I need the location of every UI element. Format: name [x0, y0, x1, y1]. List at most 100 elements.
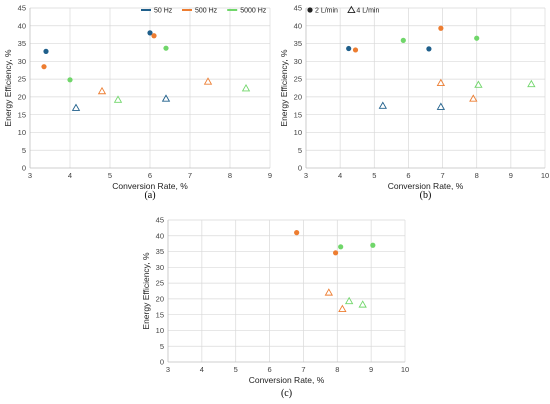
data-point-circle — [332, 250, 339, 256]
data-point-triangle — [338, 304, 347, 312]
x-tick-label: 4 — [200, 365, 204, 374]
data-point-triangle — [474, 80, 483, 88]
panel-caption: (c) — [281, 388, 292, 399]
y-tick-label: 5 — [22, 146, 26, 155]
x-tick-label: 8 — [228, 171, 232, 180]
data-point-circle — [346, 45, 352, 52]
data-point-triangle — [358, 300, 367, 308]
y-tick-label: 40 — [18, 21, 26, 30]
data-point-triangle — [241, 84, 251, 92]
legend-swatch — [307, 7, 313, 13]
y-tick-label: 30 — [294, 57, 302, 66]
x-tick-label: 4 — [68, 171, 72, 180]
x-tick-label: 7 — [301, 365, 305, 374]
data-point-circle — [151, 33, 157, 39]
y-tick-label: 25 — [294, 75, 302, 84]
data-point-triangle — [71, 103, 81, 111]
x-tick-label: 3 — [304, 171, 308, 180]
y-tick-label: 40 — [294, 21, 302, 30]
data-point-triangle — [344, 296, 354, 305]
x-tick-label: 5 — [108, 171, 112, 180]
x-tick-label: 9 — [369, 365, 373, 374]
y-tick-label: 15 — [294, 110, 302, 119]
y-axis-title: Energy Efficiency, % — [3, 49, 13, 127]
y-tick-label: 0 — [160, 358, 164, 367]
legend-label: 500 Hz — [195, 8, 218, 15]
y-tick-label: 10 — [294, 128, 302, 137]
y-tick-label: 5 — [298, 146, 302, 155]
y-tick-label: 35 — [18, 39, 26, 48]
data-point-triangle — [113, 95, 123, 103]
data-point-circle — [370, 242, 376, 248]
y-tick-label: 45 — [156, 216, 164, 225]
data-point-triangle — [97, 86, 107, 95]
data-point-circle — [147, 30, 153, 36]
y-tick-label: 45 — [294, 4, 302, 13]
data-point-triangle — [324, 288, 333, 296]
y-tick-label: 20 — [18, 92, 26, 101]
data-point-circle — [438, 25, 444, 31]
y-tick-label: 20 — [156, 294, 164, 303]
legend-swatch — [347, 5, 356, 14]
y-tick-label: 5 — [160, 342, 164, 351]
y-tick-label: 40 — [156, 231, 164, 240]
x-tick-label: 9 — [268, 171, 272, 180]
x-tick-label: 8 — [335, 365, 339, 374]
y-tick-label: 35 — [156, 247, 164, 256]
y-axis-title: Energy Efficiency, % — [279, 49, 289, 127]
x-tick-label: 10 — [541, 171, 549, 180]
data-point-circle — [338, 244, 344, 250]
data-point-triangle — [436, 78, 446, 87]
x-axis-title: Conversion Rate, % — [112, 181, 188, 191]
data-point-circle — [474, 35, 480, 41]
y-tick-label: 20 — [294, 92, 302, 101]
y-tick-label: 35 — [294, 39, 302, 48]
y-tick-label: 15 — [18, 110, 26, 119]
y-axis-title: Energy Efficiency, % — [141, 252, 151, 330]
y-tick-label: 30 — [156, 263, 164, 272]
data-point-triangle — [378, 101, 387, 109]
y-tick-label: 30 — [18, 57, 26, 66]
data-point-circle — [41, 64, 47, 70]
x-tick-label: 6 — [406, 171, 410, 180]
y-tick-label: 25 — [18, 75, 26, 84]
data-point-triangle — [527, 79, 536, 88]
chart-legend: 50 Hz 500 Hz 5000 Hz — [141, 8, 267, 15]
panel-caption: (b) — [420, 190, 432, 201]
x-tick-label: 6 — [148, 171, 152, 180]
data-point-circle — [163, 45, 169, 51]
data-point-circle — [294, 230, 300, 236]
x-tick-label: 4 — [338, 171, 342, 180]
x-tick-label: 3 — [28, 171, 32, 180]
x-tick-label: 9 — [509, 171, 513, 180]
data-point-circle — [426, 46, 432, 52]
data-point-circle — [352, 47, 359, 53]
x-axis-title: Conversion Rate, % — [249, 375, 325, 385]
y-tick-label: 0 — [298, 164, 302, 173]
x-tick-label: 5 — [234, 365, 238, 374]
panel-caption: (a) — [144, 190, 155, 201]
legend-label: 2 L/min — [315, 8, 338, 15]
x-tick-label: 7 — [188, 171, 192, 180]
data-point-triangle — [161, 94, 171, 102]
y-tick-label: 10 — [18, 128, 26, 137]
data-point-triangle — [469, 94, 478, 102]
legend-label: 5000 Hz — [240, 8, 267, 15]
data-point-circle — [67, 77, 73, 83]
legend-label: 50 Hz — [154, 8, 173, 15]
x-tick-label: 10 — [401, 365, 409, 374]
x-tick-label: 5 — [372, 171, 376, 180]
x-axis-title: Conversion Rate, % — [388, 181, 464, 191]
chart-legend: 2 L/min 4 L/min — [307, 5, 379, 15]
data-point-triangle — [203, 77, 213, 85]
data-point-triangle — [436, 102, 446, 110]
data-point-circle — [43, 48, 49, 54]
x-tick-label: 7 — [440, 171, 444, 180]
y-tick-label: 0 — [22, 164, 26, 173]
x-tick-label: 8 — [475, 171, 479, 180]
y-tick-label: 10 — [156, 326, 164, 335]
